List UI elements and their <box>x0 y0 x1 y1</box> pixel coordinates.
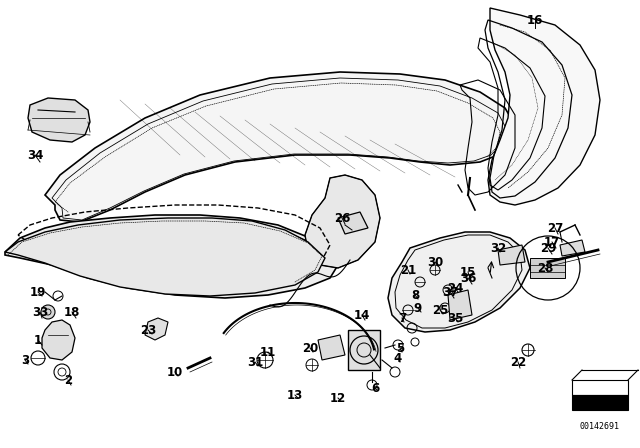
Text: 4: 4 <box>394 352 402 365</box>
Text: 18: 18 <box>64 306 80 319</box>
Text: 37: 37 <box>442 285 458 298</box>
Polygon shape <box>572 395 628 410</box>
Text: 22: 22 <box>510 356 526 369</box>
Polygon shape <box>5 218 325 296</box>
Text: 14: 14 <box>354 309 370 322</box>
Text: 3: 3 <box>21 353 29 366</box>
Polygon shape <box>560 240 585 256</box>
Text: 27: 27 <box>547 221 563 234</box>
Text: 26: 26 <box>334 211 350 224</box>
Text: 12: 12 <box>330 392 346 405</box>
Polygon shape <box>388 232 530 332</box>
Polygon shape <box>318 335 345 360</box>
Polygon shape <box>5 215 338 298</box>
Text: 24: 24 <box>447 281 463 294</box>
Polygon shape <box>45 72 515 222</box>
Text: 36: 36 <box>460 271 476 284</box>
Text: 25: 25 <box>432 303 448 316</box>
Text: 32: 32 <box>490 241 506 254</box>
Polygon shape <box>145 318 168 340</box>
Text: 30: 30 <box>427 255 443 268</box>
Polygon shape <box>572 380 628 395</box>
Text: 31: 31 <box>247 356 263 369</box>
Text: 16: 16 <box>527 13 543 26</box>
Text: 33: 33 <box>32 306 48 319</box>
Text: 1: 1 <box>34 333 42 346</box>
Text: 28: 28 <box>537 262 553 275</box>
Text: 7: 7 <box>398 311 406 324</box>
Text: 13: 13 <box>287 388 303 401</box>
Text: 8: 8 <box>411 289 419 302</box>
Text: 10: 10 <box>167 366 183 379</box>
Text: 19: 19 <box>30 285 46 298</box>
Polygon shape <box>498 245 525 265</box>
Polygon shape <box>448 290 472 320</box>
Text: 6: 6 <box>371 382 379 395</box>
Text: 15: 15 <box>460 266 476 279</box>
Polygon shape <box>348 330 380 370</box>
Text: 21: 21 <box>400 263 416 276</box>
Text: 35: 35 <box>447 311 463 324</box>
Text: 9: 9 <box>414 302 422 314</box>
Text: 11: 11 <box>260 345 276 358</box>
Circle shape <box>41 305 55 319</box>
Polygon shape <box>530 258 565 278</box>
Polygon shape <box>42 320 75 360</box>
Polygon shape <box>305 175 380 268</box>
Text: 5: 5 <box>396 341 404 354</box>
Text: 17: 17 <box>544 236 560 249</box>
Text: 23: 23 <box>140 323 156 336</box>
Polygon shape <box>338 212 368 234</box>
Polygon shape <box>28 98 90 142</box>
Text: 34: 34 <box>27 148 43 161</box>
Text: 2: 2 <box>64 374 72 387</box>
Text: 20: 20 <box>302 341 318 354</box>
Text: 00142691: 00142691 <box>580 422 620 431</box>
Text: 29: 29 <box>540 241 556 254</box>
Polygon shape <box>488 8 600 205</box>
